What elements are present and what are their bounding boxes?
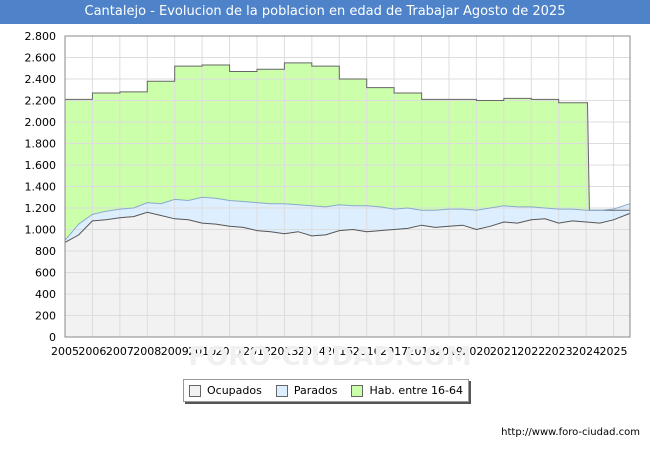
x-tick-label: 2024	[572, 345, 600, 358]
y-tick-label: 1.400	[25, 181, 57, 194]
x-tick-label: 2022	[517, 345, 545, 358]
legend-swatch-hab	[351, 384, 364, 397]
x-tick-label: 2023	[545, 345, 573, 358]
y-tick-label: 1.200	[25, 202, 57, 215]
y-tick-label: 2.400	[25, 73, 57, 86]
y-tick-label: 400	[35, 288, 56, 301]
legend-label-parados: Parados	[293, 384, 338, 397]
y-tick-label: 2.200	[25, 95, 57, 108]
plot-border	[64, 35, 631, 338]
source-url: http://www.foro-ciudad.com	[501, 427, 640, 438]
y-tick-label: 1.800	[25, 138, 57, 151]
x-tick-label: 2009	[161, 345, 189, 358]
x-tick-label: 2014	[298, 345, 326, 358]
line-hab-entre-16-64	[65, 62, 630, 211]
x-tick-label: 2005	[51, 345, 79, 358]
x-tick-label: 2011	[216, 345, 244, 358]
legend-item-ocupados: Ocupados	[188, 384, 262, 397]
line-ocupados	[64, 211, 631, 243]
chart-legend: Ocupados Parados Hab. entre 16-64	[183, 379, 469, 402]
x-tick-label: 2019	[435, 345, 463, 358]
x-tick-label: 2018	[408, 345, 436, 358]
y-tick-label: 2.000	[25, 116, 57, 129]
x-tick-label: 2007	[106, 345, 134, 358]
y-tick-label: 1.600	[25, 159, 57, 172]
line-parados	[64, 196, 631, 241]
x-tick-label: 2012	[243, 345, 271, 358]
y-tick-label: 0	[49, 331, 56, 344]
area-ocupados	[65, 212, 630, 337]
x-tick-label: 2017	[380, 345, 408, 358]
y-tick-label: 800	[35, 245, 56, 258]
chart-title: Cantalejo - Evolucion de la poblacion en…	[0, 0, 650, 24]
legend-item-hab: Hab. entre 16-64	[351, 384, 463, 397]
legend-swatch-parados	[275, 384, 288, 397]
x-tick-label: 2016	[353, 345, 381, 358]
y-tick-label: 200	[35, 310, 56, 323]
x-tick-label: 2025	[600, 345, 628, 358]
x-tick-label: 2006	[78, 345, 106, 358]
legend-label-ocupados: Ocupados	[206, 384, 262, 397]
legend-item-parados: Parados	[275, 384, 338, 397]
watermark: FORO-CIUDAD.COM	[188, 342, 471, 372]
legend-label-hab: Hab. entre 16-64	[369, 384, 463, 397]
legend-swatch-ocupados	[188, 384, 201, 397]
x-tick-label: 2010	[188, 345, 216, 358]
x-tick-label: 2008	[133, 345, 161, 358]
x-tick-label: 2021	[490, 345, 518, 358]
y-tick-label: 2.800	[25, 30, 57, 43]
y-tick-label: 2.600	[25, 52, 57, 65]
x-tick-label: 2013	[270, 345, 298, 358]
y-tick-label: 1.000	[25, 224, 57, 237]
y-tick-label: 600	[35, 267, 56, 280]
x-tick-label: 2015	[325, 345, 353, 358]
x-tick-label: 2020	[462, 345, 490, 358]
